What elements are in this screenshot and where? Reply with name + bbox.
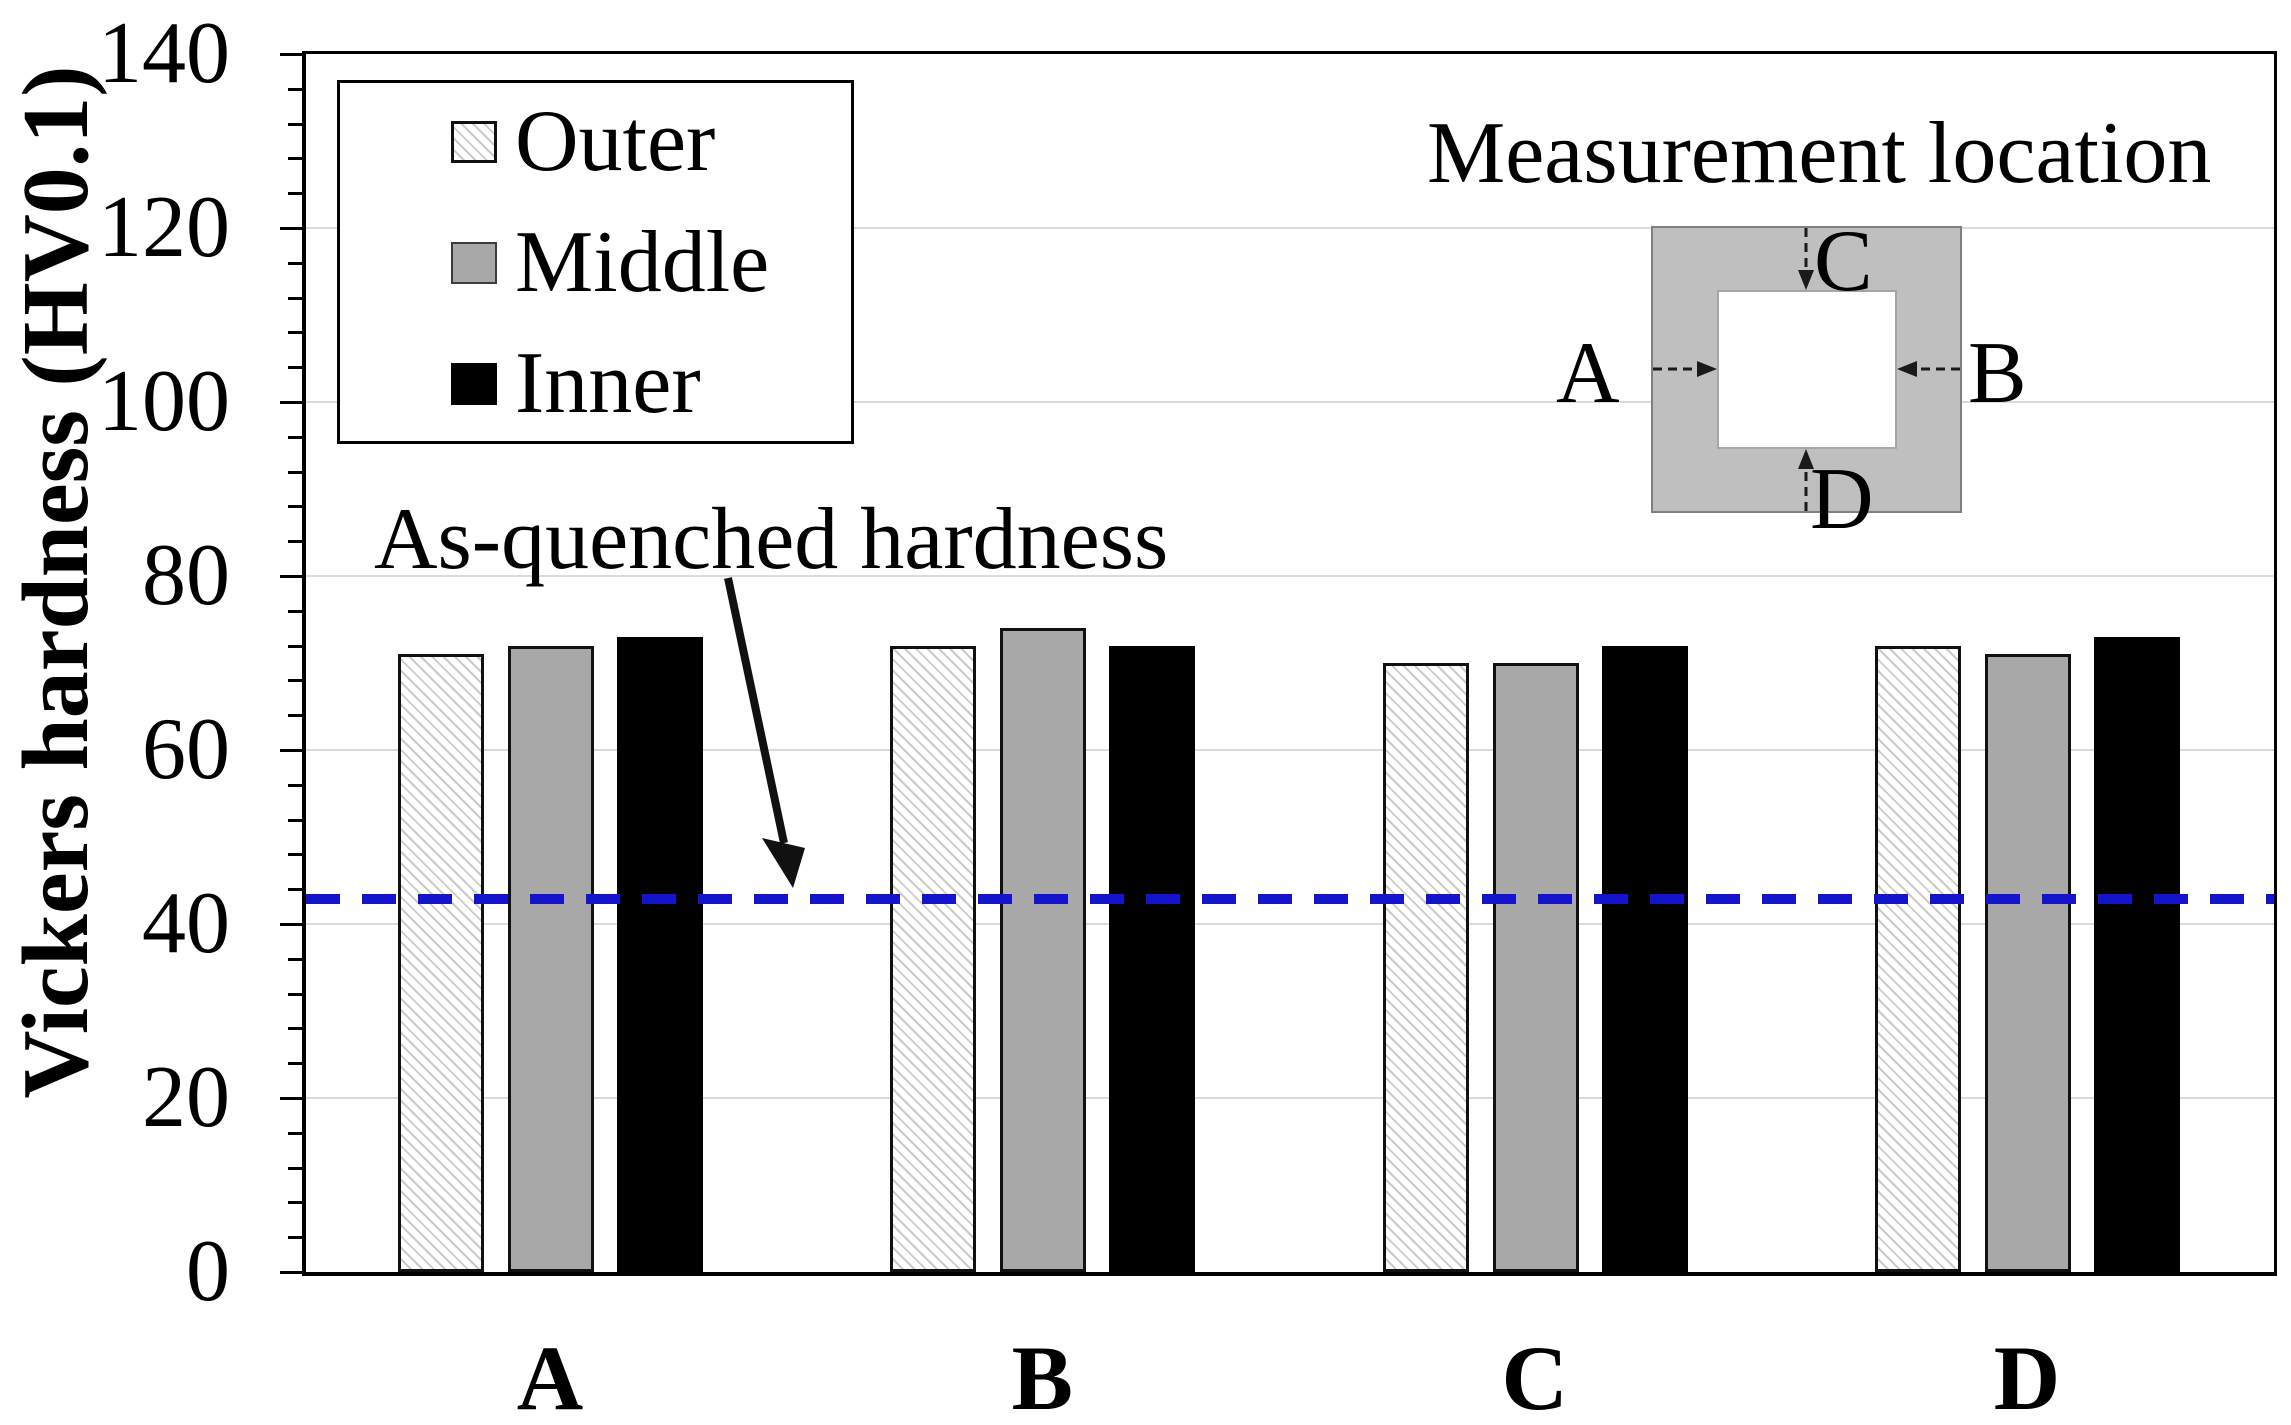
bar-B-outer [890,645,977,1272]
inner-black-swatch-icon [451,363,497,405]
y-minor-tick-32 [288,992,302,996]
bar-C-outer [1382,663,1469,1272]
y-minor-tick-24 [288,1062,302,1066]
y-minor-tick-128 [288,157,302,161]
inset-label-d: D [1810,451,1874,548]
y-minor-tick-112 [288,296,302,300]
legend-label-middle: Middle [515,214,770,311]
y-minor-tick-132 [288,122,302,126]
inset-label-b: B [1968,325,2027,422]
x-category-label-C: C [1501,1327,1568,1425]
y-major-tick-60 [280,749,302,752]
legend-label-outer: Outer [515,93,716,190]
x-category-label-A: A [516,1327,584,1425]
y-minor-tick-92 [288,470,302,474]
y-minor-tick-72 [288,644,302,648]
y-minor-tick-136 [288,87,302,91]
y-minor-tick-56 [288,783,302,787]
y-minor-tick-116 [288,261,302,265]
y-minor-tick-104 [288,366,302,370]
y-minor-tick-4 [288,1236,302,1240]
y-major-tick-80 [280,575,302,578]
y-major-tick-100 [280,401,302,404]
y-tick-label-80: 80 [142,527,230,624]
y-tick-label-140: 140 [98,5,230,102]
y-minor-tick-16 [288,1131,302,1135]
y-major-tick-40 [280,923,302,926]
bar-D-outer [1875,645,1961,1272]
y-minor-tick-88 [288,505,302,509]
gridline-40 [306,923,2274,925]
middle-gray-swatch-icon [451,242,497,284]
y-minor-tick-48 [288,853,302,857]
bar-A-middle [508,645,594,1272]
bar-D-inner [2094,636,2180,1272]
gridline-100 [306,401,2274,403]
legend: Outer Middle Inner [337,80,854,444]
inset-label-a: A [1556,325,1620,422]
gridline-60 [306,749,2274,751]
specimen-inner-hole [1717,290,1897,449]
inset-label-c: C [1814,213,1873,310]
legend-item-outer: Outer [451,98,851,186]
y-major-tick-20 [280,1097,302,1100]
outer-hatched-swatch-icon [451,121,497,163]
y-major-tick-140 [280,53,302,56]
y-major-tick-0 [280,1271,302,1274]
y-minor-tick-28 [288,1027,302,1031]
y-minor-tick-68 [288,679,302,683]
gridline-120 [306,227,2274,229]
x-category-label-D: D [1993,1327,2061,1425]
x-category-label-B: B [1011,1327,1073,1425]
y-minor-tick-12 [288,1166,302,1170]
bar-C-inner [1601,645,1688,1272]
y-tick-label-60: 60 [142,701,230,798]
y-minor-tick-84 [288,540,302,544]
bar-C-middle [1492,663,1579,1272]
y-tick-label-100: 100 [98,353,230,450]
inset-title: Measurement location [1427,105,2212,202]
y-tick-label-120: 120 [98,179,230,276]
y-major-tick-120 [280,227,302,230]
y-minor-tick-96 [288,435,302,439]
legend-item-inner: Inner [451,340,851,428]
y-minor-tick-36 [288,957,302,961]
bar-A-outer [398,654,484,1272]
y-tick-label-20: 20 [142,1049,230,1146]
y-minor-tick-8 [288,1201,302,1205]
y-minor-tick-76 [288,609,302,613]
gridline-20 [306,1097,2274,1099]
plot-area [280,51,2277,1276]
bar-B-inner [1109,645,1196,1272]
y-tick-label-0: 0 [186,1223,230,1320]
legend-label-inner: Inner [515,335,701,432]
as-quenched-annotation: As-quenched hardness [374,491,1169,588]
y-minor-tick-44 [288,888,302,892]
legend-item-middle: Middle [451,219,851,307]
y-minor-tick-64 [288,714,302,718]
y-minor-tick-124 [288,192,302,196]
measurement-direction-arrows-icon [1653,228,1960,511]
y-minor-tick-108 [288,331,302,335]
bar-A-inner [617,636,703,1272]
as-quenched-reference-line [306,893,2274,904]
bar-D-middle [1985,654,2071,1272]
y-tick-label-40: 40 [142,875,230,972]
gridline-80 [306,575,2274,577]
annotation-arrow-icon [724,577,805,888]
y-minor-tick-52 [288,818,302,822]
bar-B-middle [1000,628,1087,1272]
